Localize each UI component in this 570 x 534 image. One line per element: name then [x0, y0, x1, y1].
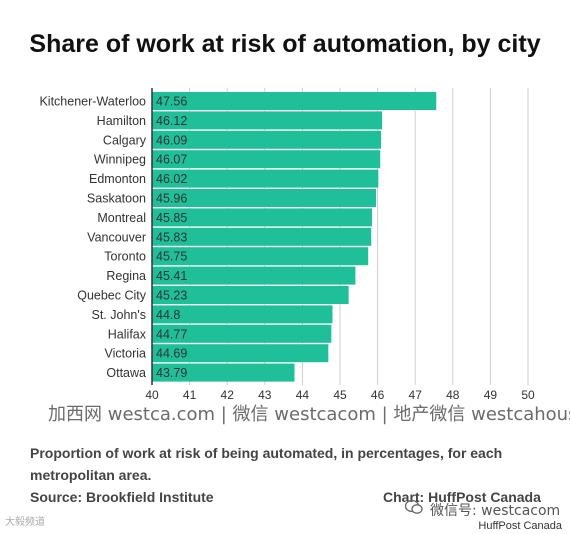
x-tick-label: 40	[145, 388, 159, 402]
bar	[152, 150, 381, 169]
category-label: Toronto	[104, 250, 146, 264]
category-label: Calgary	[103, 133, 147, 147]
category-label: Kitchener-Waterloo	[39, 95, 146, 109]
chart-caption: Proportion of work at risk of being auto…	[30, 445, 503, 483]
bar-chart: 40 41 42 43 44 45 46 47 48 49 50 Kitchener-Waterloo…	[39, 88, 535, 402]
bar	[152, 344, 329, 363]
chart-credit: Chart: HuffPost Canada	[383, 489, 541, 505]
value-label: 45.83	[156, 230, 187, 244]
x-tick-label: 49	[484, 388, 498, 402]
category-label: Regina	[106, 269, 146, 283]
value-label: 46.09	[156, 133, 187, 147]
bar	[152, 92, 437, 110]
category-label: Ottawa	[106, 366, 146, 380]
x-tick-label: 43	[258, 388, 272, 402]
category-label: Winnipeg	[94, 153, 146, 167]
value-label: 45.41	[156, 269, 187, 283]
value-label: 45.85	[156, 211, 187, 225]
value-label: 46.12	[156, 114, 187, 128]
bar	[152, 286, 349, 304]
category-label: Halifax	[108, 327, 147, 341]
x-tick-label: 44	[296, 388, 310, 402]
x-tick-label: 42	[221, 388, 235, 402]
category-label: St. John's	[92, 308, 147, 322]
x-tick-label: 46	[371, 388, 385, 402]
bar	[152, 189, 377, 207]
bar	[152, 305, 333, 324]
category-label: Saskatoon	[87, 192, 146, 206]
x-tick-label: 50	[521, 388, 535, 402]
bar	[152, 130, 381, 149]
x-tick-label: 48	[446, 388, 460, 402]
wechat-watermark: 微信号: westcacom	[430, 503, 561, 519]
bar	[152, 363, 295, 382]
value-label: 46.07	[156, 153, 187, 167]
corner-watermark: 大毅频道	[5, 517, 45, 528]
category-label: Vancouver	[87, 230, 146, 244]
value-label: 43.79	[156, 366, 187, 380]
bar	[152, 324, 332, 343]
value-label: 47.56	[156, 95, 187, 109]
bar	[152, 208, 372, 227]
category-label: Montreal	[97, 211, 146, 225]
bar	[152, 247, 369, 266]
bar	[152, 227, 372, 246]
value-label: 45.96	[156, 192, 187, 206]
chart-source: Source: Brookfield Institute	[30, 489, 214, 505]
category-label: Victoria	[105, 347, 147, 361]
value-label: 44.8	[156, 308, 180, 322]
value-label: 44.77	[156, 327, 187, 341]
bar	[152, 266, 356, 285]
x-tick-label: 45	[333, 388, 347, 402]
category-label: Edmonton	[89, 172, 146, 186]
category-label: Quebec City	[77, 289, 147, 303]
value-label: 45.23	[156, 289, 187, 303]
value-label: 45.75	[156, 250, 187, 264]
footer-credit: HuffPost Canada	[478, 520, 562, 532]
category-label: Hamilton	[97, 114, 146, 128]
watermark-text: 加西网 westca.com | 微信 westcacom | 地产微信 wes…	[48, 404, 570, 425]
bar	[152, 111, 383, 130]
bar	[152, 169, 379, 188]
chart-title: Share of work at risk of automation, by …	[29, 30, 541, 58]
value-label: 44.69	[156, 347, 187, 361]
wechat-icon	[405, 499, 423, 514]
x-tick-label: 41	[183, 388, 197, 402]
x-tick-label: 47	[409, 388, 423, 402]
value-label: 46.02	[156, 172, 187, 186]
